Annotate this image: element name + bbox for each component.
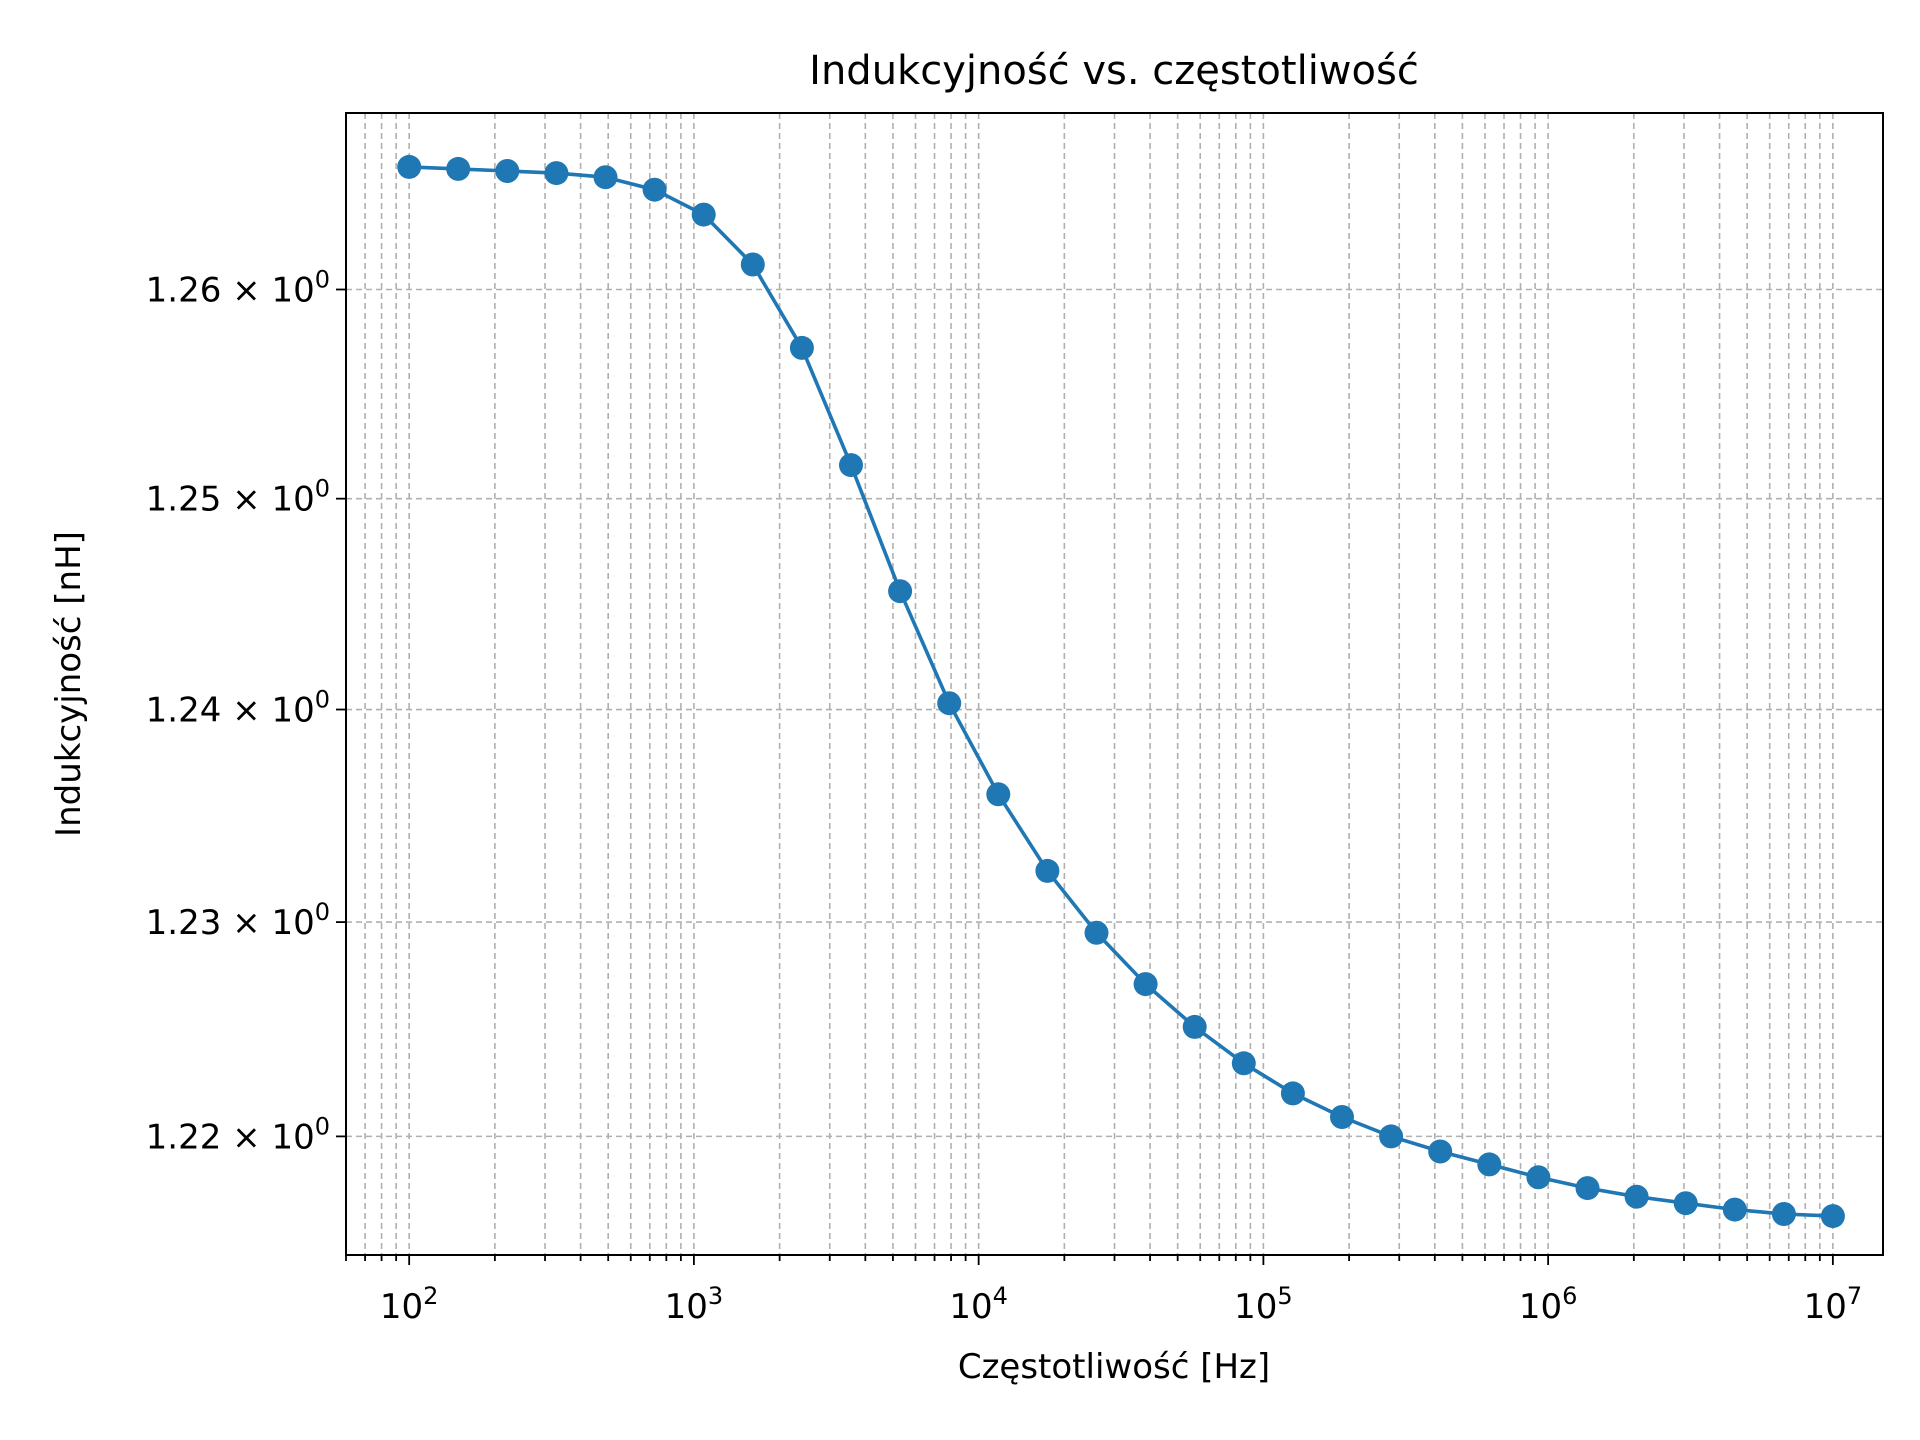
series-line bbox=[397, 154, 1845, 1229]
data-point bbox=[1330, 1105, 1354, 1129]
data-point bbox=[1084, 920, 1109, 945]
data-point bbox=[691, 202, 716, 227]
data-point bbox=[1379, 1124, 1404, 1149]
data-point bbox=[789, 335, 814, 360]
data-point bbox=[1673, 1191, 1698, 1216]
x-tick-label: 107 bbox=[1804, 1282, 1863, 1327]
x-tick-label: 105 bbox=[1234, 1282, 1293, 1327]
y-tick-label: 1.24 × 100 bbox=[146, 686, 330, 731]
data-point bbox=[1771, 1202, 1796, 1226]
y-axis-label: Indukcyjność [nH] bbox=[49, 531, 89, 837]
data-point bbox=[888, 579, 913, 604]
data-point bbox=[1624, 1184, 1649, 1209]
chart-title: Indukcyjność vs. częstotliwość bbox=[809, 48, 1419, 94]
data-point bbox=[1820, 1204, 1845, 1229]
data-point bbox=[1428, 1139, 1453, 1164]
data-point bbox=[1035, 858, 1060, 883]
data-point bbox=[1575, 1176, 1600, 1201]
y-tick-label: 1.22 × 100 bbox=[146, 1112, 330, 1157]
data-point bbox=[593, 165, 618, 190]
data-point bbox=[642, 177, 667, 202]
ticks bbox=[336, 288, 1834, 1265]
data-point bbox=[397, 154, 422, 179]
x-tick-label: 104 bbox=[949, 1282, 1008, 1327]
data-point bbox=[1526, 1165, 1551, 1190]
data-point bbox=[1231, 1051, 1256, 1076]
x-tick-label: 106 bbox=[1519, 1282, 1578, 1327]
data-point bbox=[1182, 1014, 1207, 1039]
data-point bbox=[1722, 1197, 1747, 1222]
data-point bbox=[1280, 1081, 1305, 1106]
data-point bbox=[937, 691, 962, 716]
data-point bbox=[495, 159, 520, 183]
data-point bbox=[446, 156, 471, 181]
grid bbox=[345, 113, 1883, 1255]
y-tick-label: 1.23 × 100 bbox=[146, 898, 330, 943]
data-point bbox=[544, 161, 569, 186]
tick-labels: 102 103 104 105 106 107 1.22 × 100 1.23 × 100 1.… bbox=[146, 265, 1862, 1327]
data-point bbox=[839, 453, 863, 478]
data-point bbox=[1477, 1152, 1502, 1177]
x-tick-label: 103 bbox=[665, 1282, 724, 1327]
y-tick-label: 1.26 × 100 bbox=[146, 265, 330, 310]
data-point bbox=[986, 782, 1011, 807]
y-tick-label: 1.25 × 100 bbox=[146, 475, 330, 520]
x-tick-label: 102 bbox=[380, 1282, 439, 1327]
data-point bbox=[740, 252, 765, 277]
data-point bbox=[1133, 972, 1158, 997]
x-axis-label: Częstotliwość [Hz] bbox=[958, 1347, 1270, 1387]
